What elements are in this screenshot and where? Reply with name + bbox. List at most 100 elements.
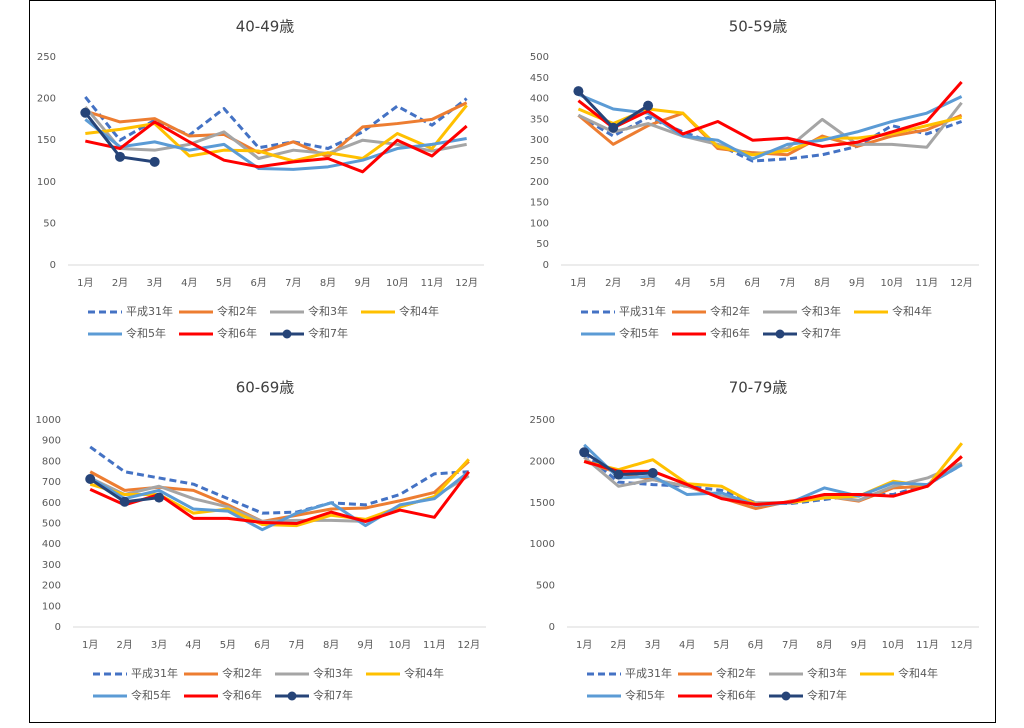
series-line [85, 120, 468, 174]
y-tick-label: 900 [42, 436, 61, 447]
x-tick-label: 1月 [576, 639, 592, 651]
legend-label: 令和7年 [313, 688, 353, 702]
x-tick-label: 4月 [675, 277, 691, 289]
x-tick-label: 7月 [782, 639, 798, 651]
legend-label: 令和7年 [807, 688, 847, 702]
legend-label: 平成31年 [625, 666, 672, 680]
y-tick-label: 600 [42, 498, 61, 509]
chart-title: 40-49歳 [236, 18, 295, 36]
x-tick-label: 2月 [112, 277, 128, 289]
point-marker [115, 151, 125, 162]
x-tick-label: 4月 [181, 277, 197, 289]
y-tick-label: 1000 [530, 539, 555, 550]
x-tick-label: 5月 [216, 277, 232, 289]
x-tick-label: 6月 [748, 639, 764, 651]
x-tick-label: 7月 [779, 277, 795, 289]
x-tick-label: 12月 [950, 277, 973, 289]
x-tick-label: 9月 [849, 277, 865, 289]
point-marker [608, 122, 619, 133]
x-tick-label: 10月 [386, 277, 409, 289]
legend-label: 令和5年 [625, 688, 665, 702]
y-tick-label: 1000 [36, 415, 61, 426]
legend-label: 令和3年 [308, 304, 348, 318]
y-tick-label: 100 [37, 177, 56, 188]
x-tick-label: 8月 [816, 639, 832, 651]
point-marker [579, 447, 590, 458]
legend-label: 令和5年 [126, 326, 166, 340]
y-tick-label: 500 [42, 519, 61, 530]
legend-label: 令和4年 [399, 304, 439, 318]
x-tick-label: 7月 [285, 277, 301, 289]
x-tick-label: 8月 [323, 639, 339, 651]
legend-label: 令和6年 [716, 688, 756, 702]
x-tick-label: 10月 [882, 639, 905, 651]
y-tick-label: 500 [530, 52, 549, 63]
series-line [89, 445, 469, 515]
legend-label: 令和3年 [801, 304, 841, 318]
legend-label: 令和5年 [619, 326, 659, 340]
legend-label: 令和3年 [807, 666, 847, 680]
y-tick-label: 50 [536, 239, 549, 250]
point-marker [643, 100, 654, 111]
point-marker [573, 86, 584, 97]
chart-title: 60-69歳 [236, 379, 295, 397]
chart-title: 70-79歳 [729, 379, 788, 397]
x-tick-label: 11月 [916, 639, 939, 651]
legend-label: 平成31年 [131, 666, 178, 680]
x-tick-label: 2月 [605, 277, 621, 289]
y-tick-label: 250 [530, 156, 549, 167]
y-tick-label: 150 [530, 198, 549, 209]
legend-marker [781, 691, 791, 701]
chart-title: 50-59歳 [729, 18, 788, 36]
legend-label: 令和5年 [131, 688, 171, 702]
x-tick-label: 7月 [289, 639, 305, 651]
legend-label: 平成31年 [126, 304, 173, 318]
x-tick-label: 5月 [220, 639, 236, 651]
y-tick-label: 200 [42, 581, 61, 592]
x-tick-label: 10月 [881, 277, 904, 289]
y-tick-label: 250 [37, 52, 56, 63]
x-tick-label: 6月 [250, 277, 266, 289]
series-line [84, 101, 468, 159]
series-line [84, 118, 467, 171]
x-tick-label: 1月 [77, 277, 93, 289]
x-tick-label: 8月 [814, 277, 830, 289]
series-line [577, 113, 963, 163]
y-tick-label: 0 [50, 260, 56, 271]
x-tick-label: 3月 [146, 277, 162, 289]
point-marker [154, 492, 165, 503]
y-tick-label: 1500 [530, 498, 555, 509]
x-tick-label: 9月 [357, 639, 373, 651]
x-tick-label: 3月 [640, 277, 656, 289]
y-tick-label: 0 [55, 622, 61, 633]
point-marker [80, 107, 91, 118]
x-tick-label: 1月 [570, 277, 586, 289]
x-tick-label: 9月 [851, 639, 867, 651]
point-marker [85, 473, 96, 484]
series-line [84, 105, 467, 161]
legend-label: 令和6年 [217, 326, 257, 340]
y-tick-label: 50 [43, 218, 56, 229]
x-tick-label: 3月 [151, 639, 167, 651]
series-line [89, 470, 470, 532]
x-tick-label: 11月 [915, 277, 938, 289]
point-marker [119, 496, 130, 507]
y-tick-label: 300 [530, 135, 549, 146]
x-tick-label: 2月 [116, 639, 132, 651]
legend-label: 平成31年 [619, 304, 666, 318]
x-tick-label: 3月 [645, 639, 661, 651]
y-tick-label: 2000 [530, 456, 555, 467]
x-tick-label: 12月 [950, 639, 973, 651]
x-tick-label: 4月 [679, 639, 695, 651]
legend-label: 令和2年 [222, 666, 262, 680]
y-tick-label: 700 [42, 477, 61, 488]
x-tick-label: 11月 [421, 277, 444, 289]
x-tick-label: 5月 [710, 277, 726, 289]
legend-label: 令和6年 [222, 688, 262, 702]
y-tick-label: 350 [530, 114, 549, 125]
point-marker [613, 469, 624, 480]
legend-label: 令和7年 [801, 326, 841, 340]
y-tick-label: 150 [37, 135, 56, 146]
x-tick-label: 6月 [254, 639, 270, 651]
